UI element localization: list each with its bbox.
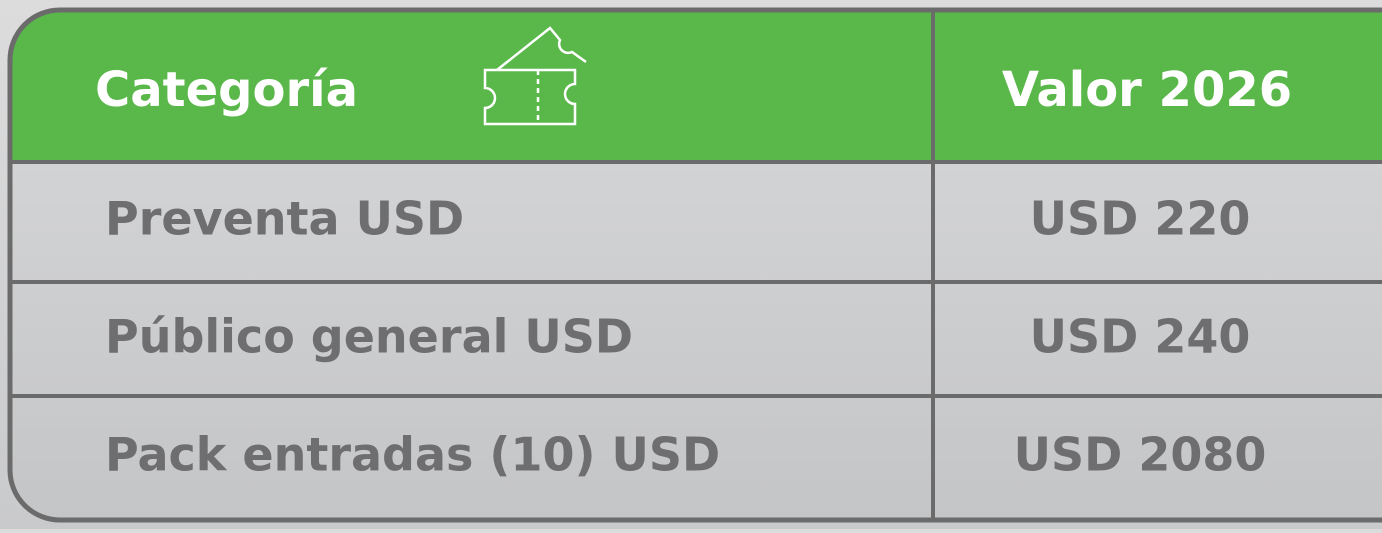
header-band [10, 10, 1382, 162]
header-cell: Valor 2026 [1002, 62, 1292, 118]
header-cell: Categoría [95, 62, 358, 118]
price-cell: USD 240 [1030, 310, 1251, 364]
category-cell: Público general USD [105, 310, 633, 364]
ticket-icon [483, 26, 587, 126]
category-cell: Preventa USD [105, 192, 464, 246]
price-cell: USD 2080 [1014, 428, 1267, 482]
category-cell: Pack entradas (10) USD [105, 428, 720, 482]
price-cell: USD 220 [1030, 192, 1251, 246]
table-border [7, 7, 1382, 523]
